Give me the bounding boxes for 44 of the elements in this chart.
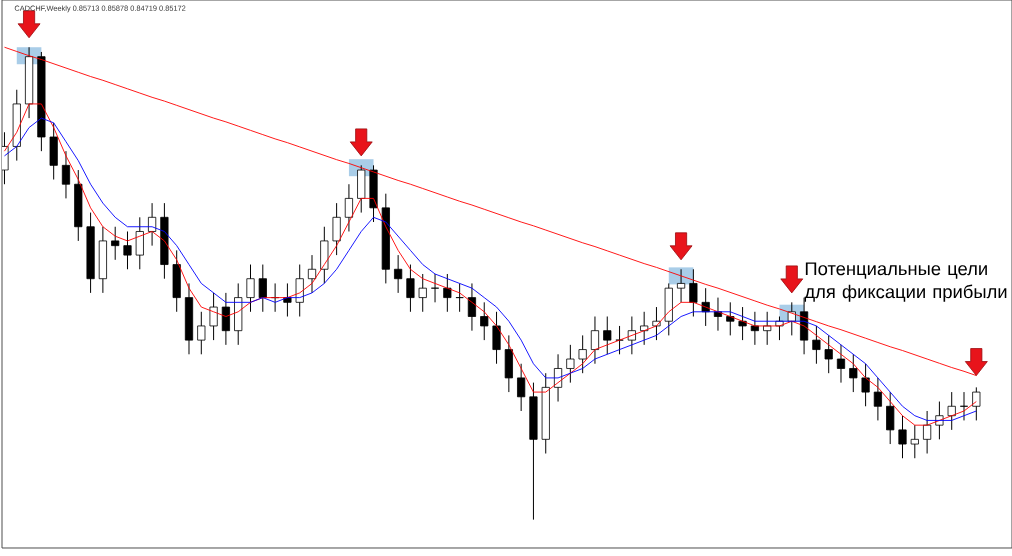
candlestick	[972, 386, 981, 421]
candlestick	[467, 282, 477, 332]
candlestick	[676, 268, 686, 303]
candlestick	[578, 334, 587, 374]
candlestick	[910, 424, 919, 459]
candlestick	[689, 268, 698, 317]
candlestick	[111, 226, 120, 261]
candlestick	[566, 344, 575, 384]
candlestick	[135, 216, 144, 270]
candlestick	[824, 334, 833, 374]
candlestick	[861, 363, 870, 407]
candlestick	[923, 410, 932, 454]
candlestick	[123, 230, 132, 270]
candlestick	[209, 292, 218, 341]
candlestick	[726, 301, 735, 336]
candlestick	[406, 264, 415, 313]
candlestick	[849, 353, 858, 393]
candlestick	[418, 273, 427, 313]
candlestick	[886, 391, 895, 445]
candlestick	[738, 306, 747, 341]
candlestick	[898, 415, 907, 459]
candlestick	[812, 325, 821, 365]
candlestick	[603, 316, 612, 355]
candlestick	[492, 311, 501, 365]
candlestick	[947, 391, 956, 431]
candlestick	[246, 264, 255, 313]
candlestick	[258, 264, 267, 313]
candlestick	[61, 150, 71, 199]
candlestick	[394, 254, 403, 294]
candlestick	[332, 202, 341, 256]
candlestick	[307, 254, 317, 294]
candlestick	[836, 344, 846, 384]
candlestick	[517, 363, 526, 412]
candlestick	[197, 311, 206, 355]
candlestick	[590, 316, 600, 365]
candlestick	[480, 301, 489, 341]
candlestick	[627, 316, 636, 355]
candlestick	[344, 183, 354, 232]
candlestick	[443, 273, 452, 313]
candlestick	[640, 311, 649, 346]
candlestick	[873, 377, 882, 421]
annotation: Потенциальные цели для фиксации прибыли	[804, 262, 1007, 302]
candlestick	[221, 292, 230, 346]
candlestick	[787, 301, 796, 336]
